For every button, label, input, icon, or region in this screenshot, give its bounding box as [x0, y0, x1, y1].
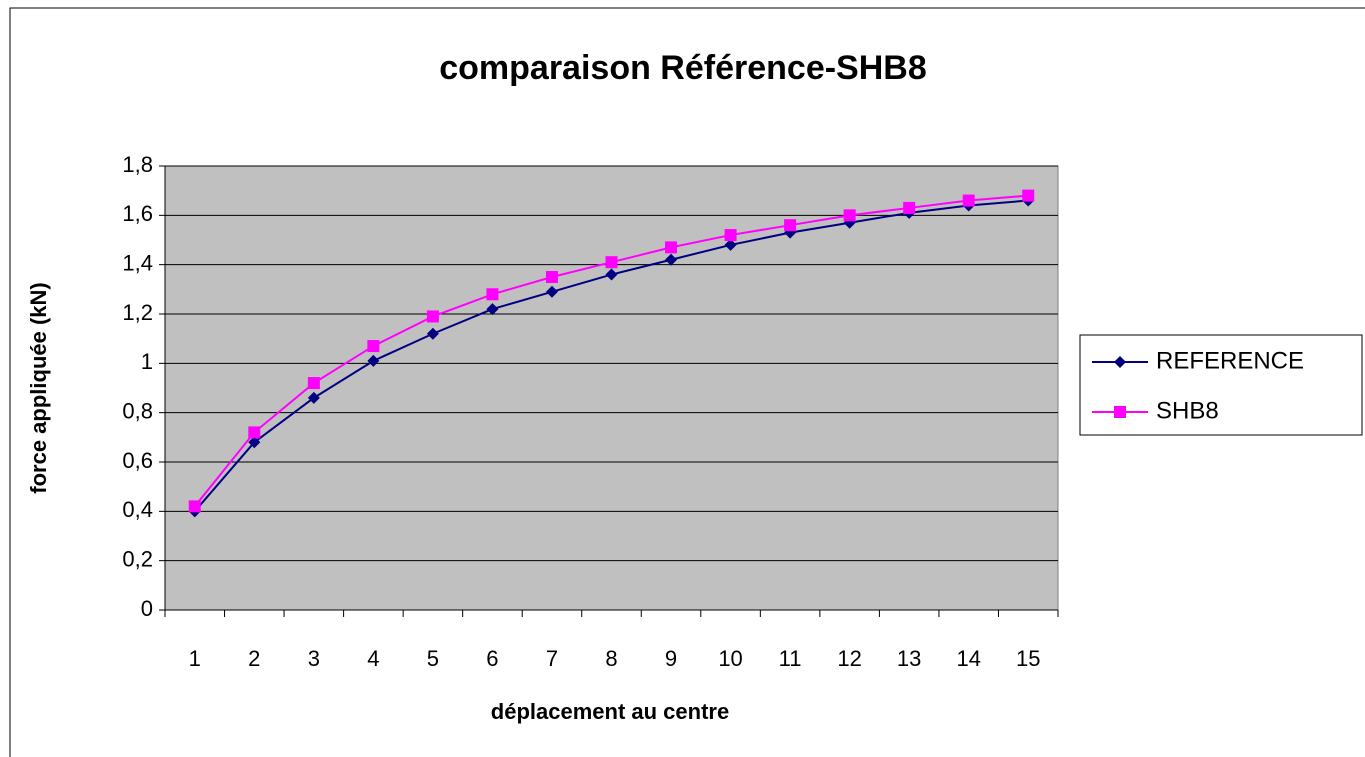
x-axis-label: déplacement au centre: [491, 699, 729, 724]
data-point: [843, 209, 856, 222]
y-tick-label: 1,2: [122, 300, 153, 325]
data-point: [545, 285, 558, 298]
x-tick-label: 5: [427, 646, 439, 671]
data-point: [486, 288, 499, 301]
data-point: [188, 500, 201, 513]
x-tick-label: 9: [665, 646, 677, 671]
legend-marker: [1114, 406, 1126, 418]
x-tick-label: 6: [486, 646, 498, 671]
data-point: [367, 354, 380, 367]
y-tick-label: 0,6: [122, 448, 153, 473]
x-tick-label: 10: [718, 646, 742, 671]
y-tick-label: 0,4: [122, 497, 153, 522]
data-point: [784, 219, 797, 232]
data-point: [665, 241, 678, 254]
data-point: [545, 271, 558, 283]
x-tick-label: 11: [779, 646, 802, 671]
data-point: [307, 391, 320, 404]
x-tick-label: 12: [837, 646, 861, 671]
data-point: [307, 377, 320, 390]
data-point: [248, 426, 261, 439]
x-tick-label: 8: [605, 646, 617, 671]
data-point: [724, 229, 737, 242]
data-point: [903, 201, 916, 214]
data-point: [605, 268, 618, 281]
y-tick-label: 0,8: [122, 398, 153, 423]
x-tick-label: 3: [308, 646, 320, 671]
x-tick-label: 13: [897, 646, 921, 671]
data-point: [605, 256, 618, 269]
data-point: [367, 340, 380, 353]
y-tick-label: 1,6: [122, 201, 153, 226]
x-tick-label: 15: [1016, 646, 1040, 671]
x-tick-label: 7: [546, 646, 558, 671]
data-point: [962, 194, 975, 207]
x-tick-label: 14: [956, 646, 980, 671]
x-tick-label: 1: [189, 646, 201, 671]
y-tick-label: 1,4: [122, 250, 153, 275]
y-tick-label: 0,2: [122, 546, 153, 571]
data-point: [1022, 189, 1035, 202]
y-tick-label: 1,8: [122, 152, 153, 177]
y-axis-label: force appliquée (kN): [26, 282, 51, 493]
legend-label: SHB8: [1156, 397, 1219, 424]
x-tick-label: 2: [248, 646, 260, 671]
data-point: [724, 238, 737, 251]
data-point: [426, 310, 439, 323]
data-point: [486, 303, 499, 316]
y-tick-label: 1: [141, 349, 153, 374]
legend-marker: [1114, 356, 1126, 368]
y-tick-label: 0: [141, 596, 153, 621]
x-tick-label: 4: [367, 646, 379, 671]
data-point: [426, 327, 439, 340]
chart-title: comparaison Référence-SHB8: [439, 49, 927, 87]
plot-area: [164, 165, 1059, 611]
data-point: [248, 436, 261, 449]
legend-label: REFERENCE: [1156, 347, 1304, 374]
data-point: [665, 253, 678, 266]
legend-box: [1079, 334, 1363, 436]
